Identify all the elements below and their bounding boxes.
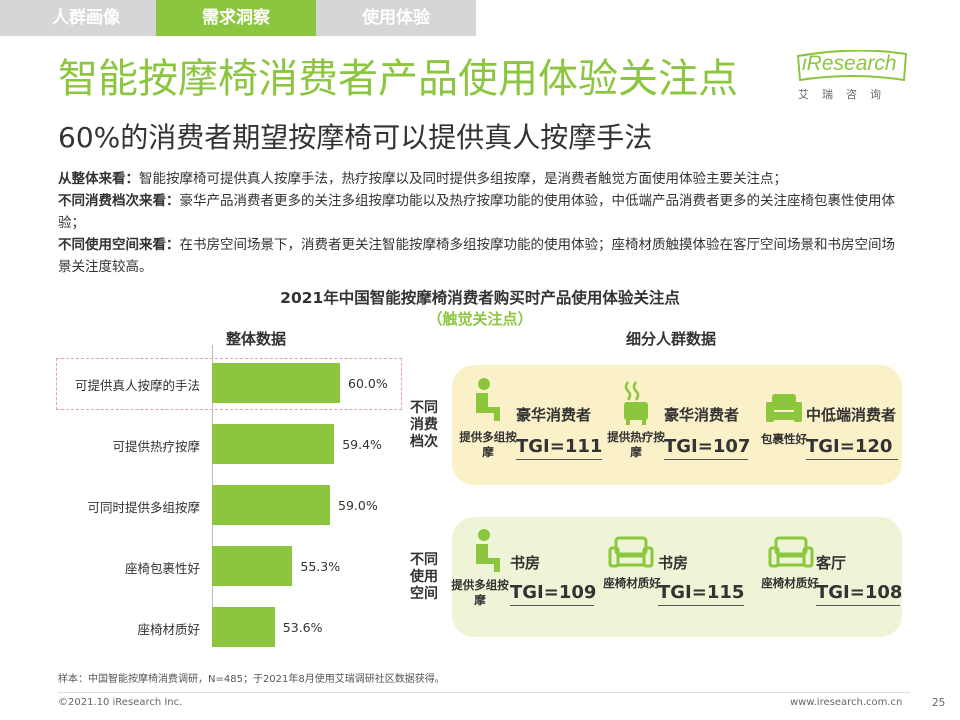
bar-value-label: 53.6%	[282, 620, 323, 635]
bar	[212, 424, 335, 464]
logo-swoosh-icon	[796, 50, 908, 82]
segment-section-label: 细分人群数据	[626, 330, 717, 348]
bar-category-label: 可提供真人按摩的手法	[74, 378, 200, 393]
footnote: 样本：中国智能按摩椅消费调研，N=485；于2021年8月使用艾瑞调研社区数据获…	[58, 674, 445, 685]
overall-section-label: 整体数据	[226, 330, 287, 348]
item-feature: 提供多组按摩	[451, 578, 509, 607]
bar	[212, 363, 340, 403]
sofa-icon	[768, 536, 814, 568]
tgi-value: TGI=108	[816, 582, 902, 606]
tgi-value: TGI=107	[664, 436, 750, 460]
bar-value-label: 59.0%	[338, 498, 378, 513]
footer-divider	[58, 692, 910, 693]
page-title: 智能按摩椅消费者产品使用体验关注点	[58, 56, 738, 102]
tab-usage-experience[interactable]: 使用体验	[316, 0, 476, 36]
bar	[212, 607, 275, 647]
summary-consumption: 不同消费档次来看：豪华产品消费者更多的关注多组按摩功能以及热疗按摩功能的使用体验…	[58, 193, 895, 231]
consumption-panel	[452, 365, 902, 485]
page-subtitle: 60%的消费者期望按摩椅可以提供真人按摩手法	[58, 121, 653, 154]
section-tabs: 人群画像 需求洞察 使用体验	[0, 0, 476, 36]
tgi-value: TGI=115	[658, 582, 744, 606]
heat-chair-icon	[624, 381, 648, 425]
space-row-label: 不同使用空间	[410, 552, 438, 602]
segment-name: 豪华消费者	[664, 406, 740, 424]
bar-category-label: 座椅包裹性好	[124, 561, 200, 576]
armchair-icon	[766, 394, 802, 422]
bar-value-label: 60.0%	[348, 376, 388, 391]
segment-name: 中低端消费者	[806, 406, 897, 424]
iresearch-logo: iResearch 艾瑞咨询	[796, 46, 916, 104]
sofa-icon	[608, 536, 654, 568]
copyright: ©2021.10 iResearch Inc.	[58, 697, 183, 708]
bar-value-label: 55.3%	[300, 559, 341, 574]
item-feature: 座椅材质好	[603, 576, 661, 590]
person-sitting-icon	[476, 529, 500, 572]
top-item-highlight	[56, 358, 402, 410]
item-feature: 包裹性好	[761, 432, 807, 446]
tgi-value: TGI=111	[516, 436, 602, 460]
summary-overall: 从整体来看：智能按摩椅可提供真人按摩手法，热疗按摩以及同时提供多组按摩，是消费者…	[58, 171, 787, 187]
segment-name: 豪华消费者	[516, 406, 592, 424]
summary-space: 不同使用空间来看：在书房空间场景下，消费者更关注智能按摩椅多组按摩功能的使用体验…	[58, 237, 895, 275]
chart-subtitle: （触觉关注点）	[427, 310, 533, 328]
segment-name: 客厅	[816, 554, 847, 572]
bar-category-label: 可提供热疗按摩	[112, 439, 200, 454]
logo-subtext: 艾瑞咨询	[798, 88, 894, 101]
bar-value-label: 59.4%	[342, 437, 382, 452]
space-panel	[452, 517, 902, 637]
tab-demand-insight[interactable]: 需求洞察	[156, 0, 316, 36]
person-sitting-icon	[476, 378, 500, 421]
logo-text: iResearch	[802, 52, 897, 75]
page-number: 25	[932, 697, 946, 709]
bar	[212, 546, 293, 586]
item-feature: 提供多组按摩	[459, 430, 517, 459]
item-feature: 座椅材质好	[761, 576, 819, 590]
tab-persona[interactable]: 人群画像	[0, 0, 156, 36]
segment-name: 书房	[658, 554, 689, 572]
bar-category-label: 座椅材质好	[137, 622, 200, 637]
bar	[212, 485, 330, 525]
footer-url[interactable]: www.iresearch.com.cn	[790, 697, 903, 708]
tgi-value: TGI=120	[806, 436, 898, 460]
bar-category-label: 可同时提供多组按摩	[87, 500, 200, 515]
consumption-row-label: 不同消费档次	[410, 400, 438, 450]
segment-name: 书房	[510, 554, 541, 572]
tgi-value: TGI=109	[510, 582, 596, 606]
chart-title: 2021年中国智能按摩椅消费者购买时产品使用体验关注点	[280, 289, 680, 307]
item-feature: 提供热疗按摩	[607, 430, 665, 459]
